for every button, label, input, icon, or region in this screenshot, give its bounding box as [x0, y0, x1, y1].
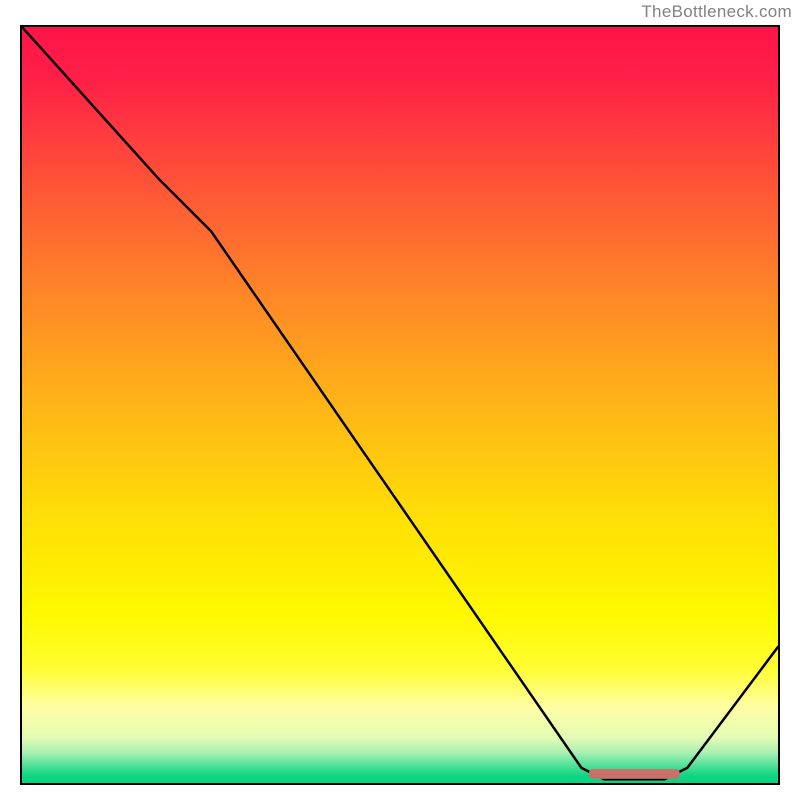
optimal-range-marker	[589, 769, 680, 779]
chart-line-layer	[22, 27, 778, 783]
bottleneck-chart	[20, 25, 780, 785]
bottleneck-curve	[22, 27, 778, 779]
attribution-text: TheBottleneck.com	[641, 2, 792, 22]
